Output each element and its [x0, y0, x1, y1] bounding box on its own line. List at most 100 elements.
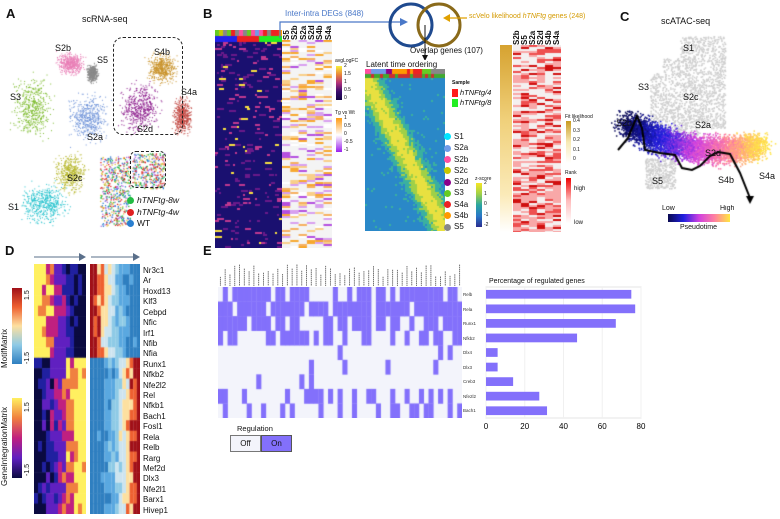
legend-label: WT	[137, 218, 151, 228]
avglogfc-colorbar	[336, 66, 342, 100]
panel-e-label: E	[203, 243, 212, 258]
target-gene-column-labels	[219, 264, 461, 286]
motif-heatmap	[90, 264, 140, 514]
regulation-off-swatch: Off	[230, 435, 261, 452]
venn-diagram	[388, 2, 462, 60]
legend-dot-4w	[127, 208, 134, 216]
venn-circle-scvelo	[416, 2, 462, 48]
cluster-legend-item: S4a	[444, 199, 468, 210]
sample-swatch-8	[452, 99, 458, 108]
zscore-tick: -2	[484, 222, 489, 228]
regulation-binary-heatmap	[218, 287, 462, 418]
bar-nfe2l2	[486, 391, 540, 401]
gene-label-fosl1: Fosl1	[143, 422, 163, 432]
rank-heatmap	[513, 45, 561, 232]
atac-cluster-label-s2a: S2a	[695, 120, 712, 130]
cluster-legend-label: S3	[454, 188, 464, 198]
cluster-legend-label: S1	[454, 132, 464, 141]
fit-likelihood-tick: 0.4	[573, 118, 580, 124]
x-tick-label: 0	[484, 422, 489, 431]
regulator-row-label: Nfe2l2	[463, 393, 477, 399]
cluster-legend-label: S2d	[454, 177, 469, 187]
tgvswt-tick: 0	[344, 131, 347, 137]
avglogfc-title: avgLogFC	[335, 58, 359, 64]
gene-label-hoxd13: Hoxd13	[143, 286, 171, 296]
regulation-on-swatch: On	[261, 435, 292, 452]
gene-label-bach1: Bach1	[143, 411, 166, 421]
cluster-label-s3: S3	[10, 92, 22, 102]
atac-cluster-label-s4b: S4b	[718, 175, 735, 185]
scvelo-prefix: scVelo likelihood	[469, 13, 523, 20]
pseudotime-title: Pseudotime	[680, 224, 717, 231]
regulator-row-label: Dlx4	[463, 350, 473, 356]
cluster-label-s4b: S4b	[154, 47, 171, 57]
sample-legend-a: hTNFtg-8w hTNFtg-4w WT	[127, 195, 179, 230]
gene-label-hivep1: Hivep1	[143, 505, 168, 515]
cluster-label-s2d: S2d	[137, 124, 154, 134]
latent-time-heatmap	[365, 69, 445, 231]
fit-likelihood-colorbar	[566, 121, 571, 163]
gene-label-cebpd: Cebpd	[143, 307, 167, 317]
sample-legend-b: hTNFtg/4 hTNFtg/8	[452, 88, 491, 108]
panel-c-label: C	[620, 9, 630, 24]
gim-tick-high: 1.5	[24, 402, 31, 412]
bar-dlx4	[486, 348, 498, 357]
atac-cluster-label-s2b: S2b	[616, 118, 633, 128]
bar-bach1	[486, 406, 548, 416]
cluster-legend-item: S5	[444, 221, 468, 232]
cluster-dot	[444, 212, 451, 220]
legend-dot-wt	[127, 220, 134, 228]
gene-label-nfic: Nfic	[143, 318, 157, 328]
gene-label-irf1: Irf1	[143, 328, 155, 338]
avglogfc-tick: 2	[344, 63, 347, 69]
gene-label-barx1: Barx1	[143, 495, 164, 505]
cluster-legend-item: S2b	[444, 154, 468, 165]
cluster-legend-label: S4b	[454, 211, 469, 221]
panel-c-title: scATAC-seq	[661, 16, 711, 26]
cluster-label-s4a: S4a	[181, 87, 198, 97]
tgvswt-colorbar	[336, 118, 342, 152]
cluster-legend-label: S2b	[454, 154, 469, 164]
cluster-legend-label: S2a	[454, 143, 469, 153]
sample-label: hTNFtg/8	[460, 98, 492, 107]
cluster-label-s2c: S2c	[67, 173, 83, 183]
bar-rela	[486, 304, 636, 314]
gene-label-klf3: Klf3	[143, 297, 157, 307]
cluster-legend-item: S2d	[444, 176, 468, 187]
pseudotime-colorbar	[668, 214, 730, 222]
cluster-legend-b: S1 S2a S2b S2c S2d S3 S4a S4b S5	[444, 131, 468, 233]
x-tick-label: 80	[637, 422, 646, 431]
zscore-tick: 0	[484, 201, 487, 207]
atac-cluster-label-s5: S5	[652, 176, 664, 186]
fit-likelihood-tick: 0	[573, 156, 576, 162]
gene-label-nfkb1: Nfkb1	[143, 401, 164, 411]
inter-intra-arrow	[279, 18, 408, 38]
deg-column-label: S4b	[315, 25, 325, 40]
zscore-colorbar	[476, 183, 482, 227]
bar-nfkb2	[486, 333, 578, 343]
deg-heatmap	[215, 30, 282, 248]
motif-tick-low: -1.5	[24, 351, 31, 364]
gene-label-nfe2l2: Nfe2l2	[143, 380, 167, 390]
cluster-dot	[444, 223, 451, 231]
motif-tick-high: 1.5	[24, 290, 31, 300]
venn-circle-degs	[388, 2, 434, 48]
gene-label-nfib: Nfib	[143, 338, 158, 348]
tgvswt-title: Tg vs Wt	[335, 110, 355, 116]
motif-matrix-label: MotifMatrix	[0, 328, 9, 368]
bar-creb3	[486, 377, 514, 386]
gene-label-ar: Ar	[143, 276, 151, 286]
avglogfc-tick: 0.5	[344, 87, 351, 93]
cluster-label-s1: S1	[8, 202, 20, 212]
rank-title: Rank	[565, 170, 577, 176]
scatac-pseudotime-scatter	[600, 28, 780, 213]
rank-colorbar	[566, 178, 571, 223]
scvelo-italic: hTNFtg	[522, 13, 547, 20]
zscore-tick: -1	[484, 211, 489, 218]
scvelo-suffix: genes (248)	[546, 13, 586, 20]
panel-a-title: scRNA-seq	[82, 14, 128, 24]
panel-d-label: D	[5, 243, 15, 258]
inter-intra-degs-label: Inter-intra DEGs (848)	[285, 9, 364, 18]
atac-cluster-label-s2c: S2c	[683, 92, 699, 102]
cluster-dot	[444, 189, 451, 197]
